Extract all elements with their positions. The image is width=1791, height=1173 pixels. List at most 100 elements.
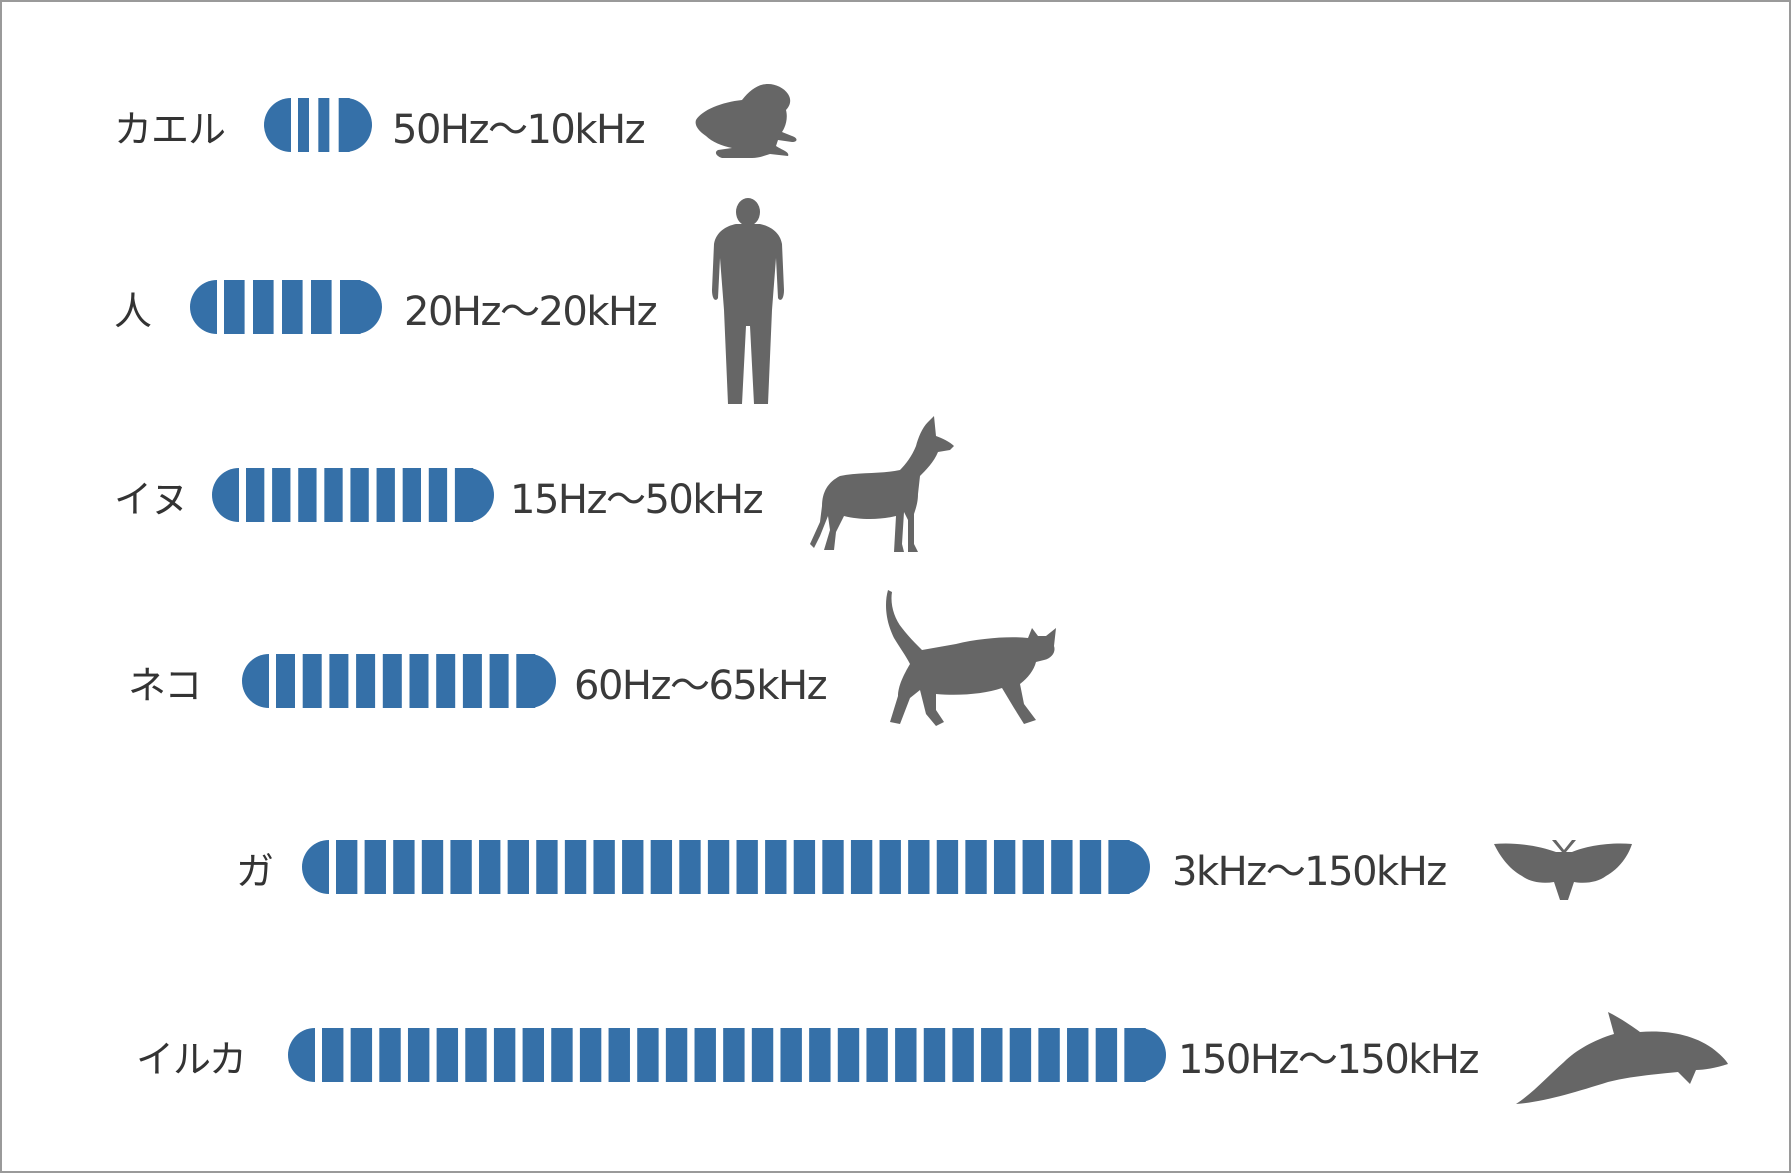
bar-stripe [336, 840, 358, 894]
bar-stripe [981, 1028, 1003, 1082]
bar-stripe [272, 468, 291, 522]
frequency-bar-frog [264, 98, 372, 152]
bar-stripe [493, 1028, 516, 1082]
bar-stripe [952, 1028, 974, 1082]
bar-cap-right [355, 280, 382, 334]
bar-stripe [1095, 1028, 1118, 1082]
frequency-range-cat: 60Hz〜65kHz [574, 663, 828, 709]
bar-stripe [679, 840, 701, 894]
bar-stripe [765, 840, 787, 894]
bar-stripe [379, 1028, 401, 1082]
frequency-bar-dolphin [288, 1028, 1166, 1082]
bar-stripe [276, 654, 295, 708]
bar-stripe [436, 654, 456, 708]
bar-stripe [340, 280, 361, 334]
bar-stripe [428, 468, 448, 522]
bar-stripe [462, 654, 482, 708]
bar-cap-right [467, 468, 494, 522]
dog-icon [810, 416, 954, 552]
bar-stripe [454, 468, 474, 522]
bar-cap-left [190, 280, 217, 334]
bar-stripe [246, 468, 265, 522]
bar-stripe [322, 1028, 344, 1082]
bar-stripe [318, 98, 330, 152]
dolphin-icon [1516, 1012, 1728, 1104]
bar-stripe [1079, 840, 1102, 894]
frequency-bar-dog [212, 468, 494, 522]
bar-stripe [311, 280, 332, 334]
bar-stripe [650, 840, 673, 894]
bar-stripe [536, 840, 558, 894]
bar-cap-right [529, 654, 556, 708]
bar-stripe [376, 468, 395, 522]
animal-name-moth: ガ [236, 849, 274, 894]
bar-stripe [522, 1028, 544, 1082]
bar-cap-left [242, 654, 269, 708]
bar-stripe [809, 1028, 831, 1082]
bar-stripe [338, 98, 350, 152]
frequency-range-dog: 15Hz〜50kHz [510, 477, 764, 523]
bar-stripe [436, 1028, 459, 1082]
bar-stripe [224, 280, 245, 334]
bar-stripe [407, 1028, 430, 1082]
bar-cap-left [288, 1028, 315, 1082]
cat-icon [886, 590, 1056, 726]
human-icon [712, 198, 784, 404]
animal-name-human: 人 [114, 289, 152, 334]
bar-stripe [302, 654, 322, 708]
bar-stripe [579, 1028, 602, 1082]
frequency-range-human: 20Hz〜20kHz [404, 289, 658, 335]
bar-stripe [393, 840, 415, 894]
bar-stripe [866, 1028, 888, 1082]
bar-stripe [837, 1028, 860, 1082]
bar-stripe [923, 1028, 946, 1082]
bar-stripe [879, 840, 901, 894]
bar-stripe [908, 840, 930, 894]
frequency-range-dolphin: 150Hz〜150kHz [1178, 1037, 1480, 1083]
bar-stripe [622, 840, 644, 894]
bar-stripe [364, 840, 386, 894]
bar-cap-right [345, 98, 372, 152]
bar-stripe [324, 468, 343, 522]
bar-stripe [298, 468, 317, 522]
bar-stripe [694, 1028, 716, 1082]
bar-cap-left [264, 98, 291, 152]
bar-stripe [350, 468, 369, 522]
bar-stripe [564, 840, 587, 894]
bar-stripe [1009, 1028, 1032, 1082]
bar-stripe [665, 1028, 688, 1082]
bar-stripe [637, 1028, 659, 1082]
bar-stripe [936, 840, 959, 894]
frog-icon [695, 84, 797, 158]
bar-stripe [822, 840, 844, 894]
bar-stripe [1022, 840, 1044, 894]
frequency-bar-moth [302, 840, 1150, 894]
bar-stripe [1051, 840, 1073, 894]
bar-stripe [1124, 1028, 1146, 1082]
bar-stripe [1108, 840, 1130, 894]
bar-stripe [850, 840, 873, 894]
bar-cap-left [302, 840, 329, 894]
bar-stripe [421, 840, 444, 894]
bar-stripe [1038, 1028, 1060, 1082]
bar-stripe [1067, 1028, 1089, 1082]
frequency-bar-human [190, 280, 382, 334]
bar-stripe [465, 1028, 487, 1082]
bar-stripe [350, 1028, 373, 1082]
animal-name-cat: ネコ [128, 663, 202, 708]
moth-icon [1494, 840, 1632, 900]
bar-stripe [736, 840, 758, 894]
bar-stripe [895, 1028, 917, 1082]
frequency-bar-cat [242, 654, 556, 708]
bar-stripe [780, 1028, 802, 1082]
bar-stripe [479, 840, 501, 894]
bar-stripe [608, 1028, 630, 1082]
bar-stripe [965, 840, 987, 894]
bar-stripe [489, 654, 509, 708]
